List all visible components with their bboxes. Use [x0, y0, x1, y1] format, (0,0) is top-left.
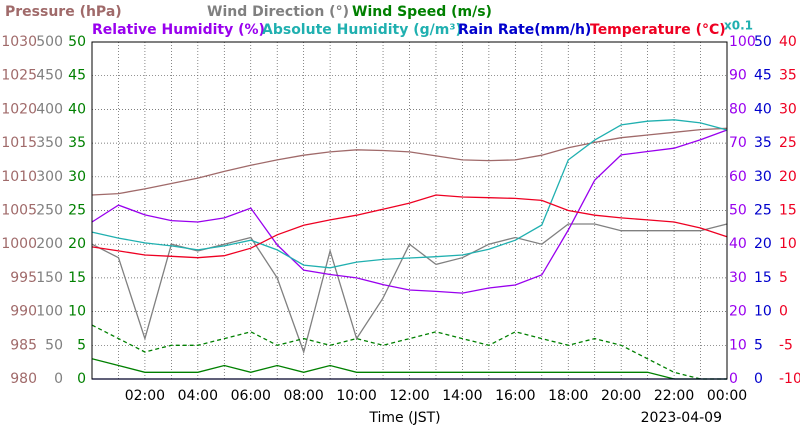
y-tick-label: 990	[10, 304, 37, 320]
legend-entry: Pressure (hPa)	[5, 4, 122, 20]
y-tick-label: 985	[10, 337, 37, 353]
legend-entry: Temperature (°C)	[590, 22, 726, 38]
y-tick-label: 20	[729, 304, 747, 320]
y-tick-label: 5	[779, 270, 788, 286]
y-tick-label: 1000	[1, 236, 37, 252]
y-tick-label: 90	[729, 68, 747, 84]
series-line	[91, 358, 727, 380]
y-tick-label: 30	[729, 270, 747, 286]
y-tick-label: 0	[754, 371, 763, 387]
y-tick-label: 50	[754, 34, 772, 50]
y-tick-label: 0	[729, 371, 738, 387]
legend-entry: Rain Rate(mm/h)	[458, 22, 591, 38]
y-tick-label: 30	[754, 169, 772, 185]
y-tick-label: 40	[729, 236, 747, 252]
plot-frame	[91, 41, 728, 380]
x-tick-label: 20:00	[601, 388, 641, 404]
y-tick-label: 30	[68, 169, 86, 185]
y-tick-label: 1015	[1, 135, 37, 151]
x-tick-label: 00:00	[707, 388, 747, 404]
y-tick-label: 45	[68, 68, 86, 84]
legend-entry: Wind Speed (m/s)	[352, 4, 492, 20]
y-tick-label: 20	[754, 236, 772, 252]
y-tick-label: 50	[729, 203, 747, 219]
x-tick-label: 22:00	[654, 388, 694, 404]
y-tick-label: 35	[754, 135, 772, 151]
y-tick-label: 1030	[1, 34, 37, 50]
y-tick-label: 150	[36, 270, 63, 286]
y-tick-label: 5	[77, 337, 86, 353]
series-line	[91, 194, 728, 259]
y-tick-label: 450	[36, 68, 63, 84]
y-tick-label: 60	[729, 169, 747, 185]
x-tick-label: 02:00	[125, 388, 165, 404]
y-tick-label: 15	[754, 270, 772, 286]
y-tick-label: 0	[77, 371, 86, 387]
y-tick-label: 100	[729, 34, 756, 50]
series-line	[91, 119, 728, 269]
series-line	[91, 127, 728, 196]
scale-label: x0.1	[724, 19, 753, 33]
y-tick-label: 40	[779, 34, 797, 50]
y-tick-label: 35	[68, 135, 86, 151]
y-tick-label: 0	[779, 304, 788, 320]
y-tick-label: 20	[779, 169, 797, 185]
x-tick-label: 04:00	[178, 388, 218, 404]
y-tick-label: 15	[779, 203, 797, 219]
y-tick-label: 300	[36, 169, 63, 185]
y-tick-label: 20	[68, 236, 86, 252]
y-tick-label: 1005	[1, 203, 37, 219]
y-tick-label: 10	[754, 304, 772, 320]
legend-entry: Relative Humidity (%)	[92, 22, 265, 38]
legend-entry: Absolute Humidity (g/m³)	[262, 22, 462, 38]
y-tick-label: 200	[36, 236, 63, 252]
y-tick-label: 400	[36, 101, 63, 117]
y-tick-label: 100	[36, 304, 63, 320]
date-label: 2023-04-09	[641, 410, 722, 426]
x-tick-label: 14:00	[442, 388, 482, 404]
y-tick-label: -5	[779, 337, 793, 353]
y-tick-label: 250	[36, 203, 63, 219]
y-tick-label: 25	[68, 203, 86, 219]
y-tick-label: 10	[729, 337, 747, 353]
x-tick-label: 12:00	[389, 388, 429, 404]
y-tick-label: 80	[729, 101, 747, 117]
y-tick-label: 70	[729, 135, 747, 151]
x-tick-label: 08:00	[283, 388, 323, 404]
y-tick-label: 10	[68, 304, 86, 320]
x-tick-label: 06:00	[231, 388, 271, 404]
y-tick-label: 25	[779, 135, 797, 151]
y-tick-label: 1025	[1, 68, 37, 84]
series-line	[91, 324, 727, 380]
y-tick-label: 25	[754, 203, 772, 219]
y-tick-label: 350	[36, 135, 63, 151]
series-line	[91, 129, 728, 294]
y-tick-label: 15	[68, 270, 86, 286]
y-tick-label: 1020	[1, 101, 37, 117]
x-axis-label: Time (JST)	[368, 410, 440, 426]
y-tick-label: -10	[779, 371, 800, 387]
y-tick-label: 35	[779, 68, 797, 84]
y-tick-label: 980	[10, 371, 37, 387]
y-tick-label: 1010	[1, 169, 37, 185]
series-line	[91, 223, 728, 355]
x-tick-label: 10:00	[336, 388, 376, 404]
y-tick-label: 45	[754, 68, 772, 84]
y-tick-label: 10	[779, 236, 797, 252]
y-tick-label: 500	[36, 34, 63, 50]
x-tick-label: 16:00	[495, 388, 535, 404]
y-tick-label: 50	[68, 34, 86, 50]
y-tick-label: 40	[754, 101, 772, 117]
legend-entry: Wind Direction (°)	[207, 4, 349, 20]
y-tick-label: 5	[754, 337, 763, 353]
y-tick-label: 0	[54, 371, 63, 387]
y-tick-label: 50	[45, 337, 63, 353]
y-tick-label: 30	[779, 101, 797, 117]
y-tick-label: 40	[68, 101, 86, 117]
y-tick-label: 995	[10, 270, 37, 286]
x-tick-label: 18:00	[548, 388, 588, 404]
